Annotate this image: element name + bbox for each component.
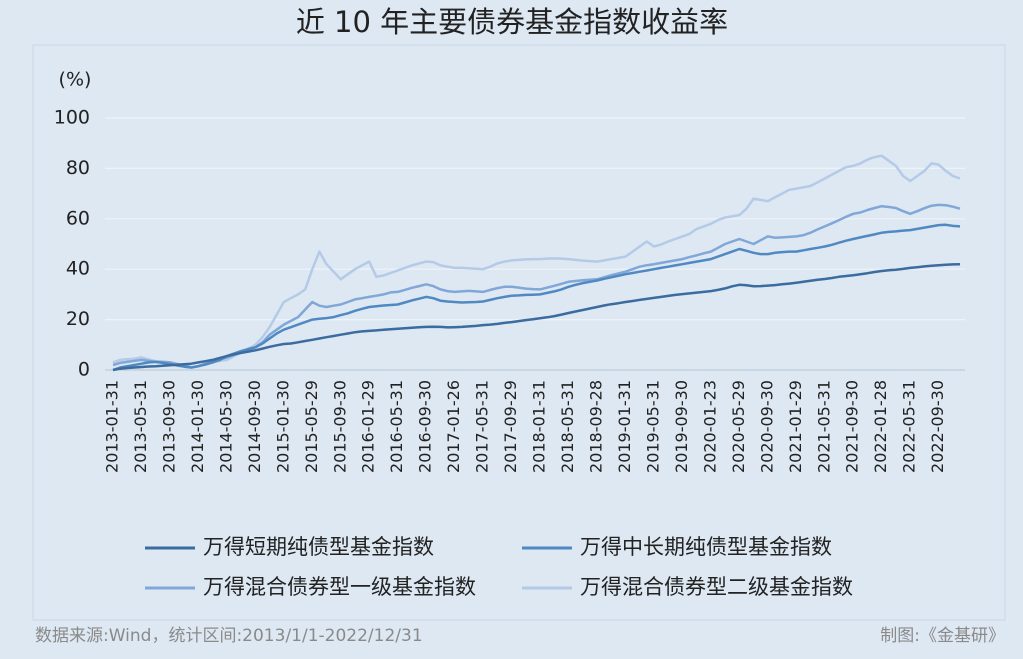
chart-border: [32, 44, 1006, 621]
x-tick-label: 2014-05-30: [216, 380, 235, 473]
legend-label: 万得混合债券型二级基金指数: [580, 575, 853, 599]
x-tick-label: 2014-09-30: [245, 380, 264, 473]
x-tick-label: 2020-05-29: [729, 380, 748, 473]
x-tick-label: 2013-01-31: [103, 380, 122, 473]
y-tick-label: 20: [66, 308, 90, 330]
y-unit: (%): [59, 69, 92, 91]
x-tick-label: 2016-09-30: [416, 380, 435, 473]
x-tick-label: 2015-09-30: [330, 380, 349, 473]
x-tick-label: 2013-09-30: [159, 380, 178, 473]
x-tick-label: 2017-05-31: [473, 380, 492, 473]
x-tick-label: 2013-05-31: [131, 380, 150, 473]
x-tick-label: 2015-01-30: [273, 380, 292, 473]
x-tick-label: 2016-01-29: [359, 380, 378, 473]
x-tick-label: 2022-01-28: [871, 380, 890, 473]
y-tick-label: 100: [54, 107, 90, 129]
x-tick-label: 2018-01-31: [530, 380, 549, 473]
x-tick-label: 2019-05-31: [643, 380, 662, 473]
x-tick-label: 2022-05-31: [900, 380, 919, 473]
x-tick-label: 2018-05-31: [558, 380, 577, 473]
series-line: [112, 262, 961, 372]
x-tick-label: 2017-01-26: [444, 380, 463, 473]
source-note: 数据来源:Wind，统计区间:2013/1/1-2022/12/31: [35, 626, 423, 646]
x-tick-label: 2021-05-31: [814, 380, 833, 473]
x-tick-label: 2017-09-29: [501, 380, 520, 473]
y-tick-label: 0: [78, 359, 90, 381]
x-tick-label: 2019-09-30: [672, 380, 691, 473]
series-line: [112, 223, 961, 372]
x-tick-label: 2019-01-31: [615, 380, 634, 473]
x-tick-label: 2022-09-30: [928, 380, 947, 473]
y-tick-label: 80: [66, 157, 90, 179]
x-tick-label: 2018-09-28: [587, 380, 606, 473]
x-tick-label: 2021-09-30: [843, 380, 862, 473]
y-tick-label: 60: [66, 207, 90, 229]
x-tick-label: 2020-09-30: [757, 380, 776, 473]
x-tick-label: 2015-05-29: [302, 380, 321, 473]
x-tick-label: 2021-01-29: [786, 380, 805, 473]
credit-note: 制图:《金基研》: [880, 626, 1005, 646]
chart-title: 近 10 年主要债券基金指数收益率: [296, 5, 728, 39]
x-tick-label: 2014-01-30: [188, 380, 207, 473]
y-tick-label: 40: [66, 258, 90, 280]
legend-label: 万得混合债券型一级基金指数: [203, 575, 476, 599]
x-tick-label: 2016-05-31: [387, 380, 406, 473]
legend-label: 万得中长期纯债型基金指数: [580, 535, 832, 559]
legend-label: 万得短期纯债型基金指数: [203, 535, 434, 559]
x-tick-label: 2020-01-23: [700, 380, 719, 473]
series-line: [112, 154, 961, 369]
